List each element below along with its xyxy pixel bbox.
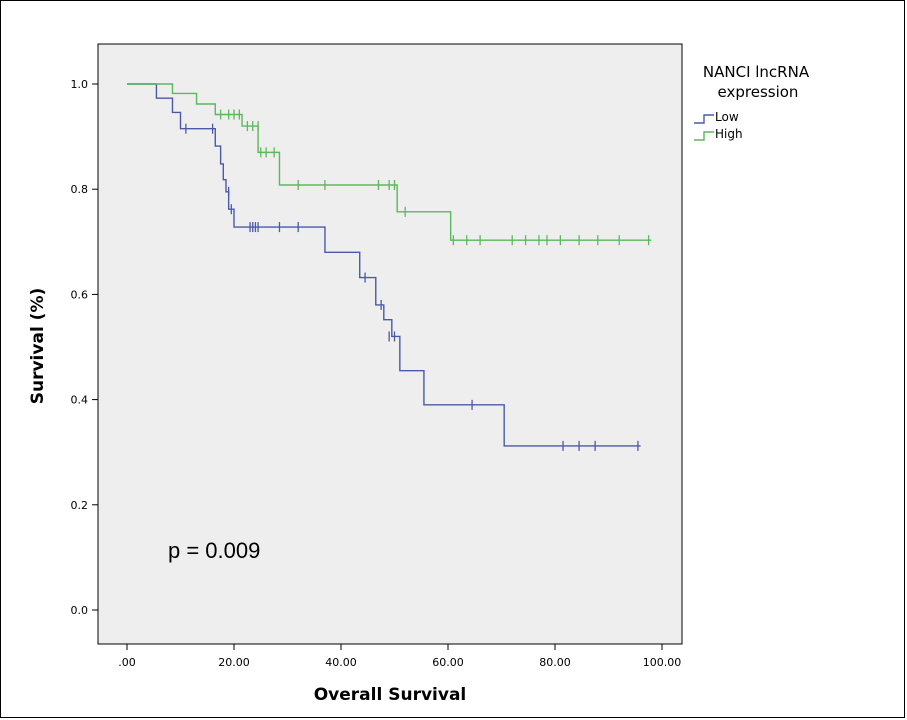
y-tick-label: 0.6 — [71, 288, 89, 301]
y-tick-label: 0.2 — [71, 499, 89, 512]
x-tick-label: 80.00 — [539, 656, 571, 669]
survival-line-high — [127, 83, 652, 241]
x-tick-label: 100.00 — [643, 656, 682, 669]
x-axis: .00 20.00 40.00 60.00 80.00 100.00 — [118, 644, 681, 669]
legend-label: Low — [715, 110, 739, 124]
y-tick-label: 0.0 — [71, 604, 89, 617]
series-low — [127, 83, 641, 451]
legend: NANCI lncRNA expression Low High — [694, 63, 810, 141]
x-tick-label: 60.00 — [432, 656, 464, 669]
p-value-annotation: p = 0.009 — [168, 538, 260, 563]
legend-swatch — [694, 131, 714, 141]
y-axis-title: Survival (%) — [28, 288, 48, 405]
x-tick-label: 40.00 — [325, 656, 357, 669]
x-axis-title: Overall Survival — [314, 685, 467, 705]
y-axis: 0.0 0.2 0.4 0.6 0.8 1.0 — [71, 78, 98, 617]
legend-title-line-1: NANCI lncRNA — [703, 63, 810, 81]
legend-swatch — [694, 114, 714, 124]
y-tick-label: 0.4 — [71, 394, 89, 407]
x-tick-label: 20.00 — [218, 656, 250, 669]
x-tick-label: .00 — [118, 656, 136, 669]
y-tick-label: 1.0 — [71, 78, 89, 91]
series-layer — [127, 83, 652, 451]
series-high — [127, 83, 652, 246]
legend-title-line-2: expression — [718, 83, 799, 101]
legend-entries: Low High — [694, 110, 743, 141]
y-tick-label: 0.8 — [71, 183, 89, 196]
legend-label: High — [715, 127, 743, 141]
plot-area — [97, 43, 683, 645]
survival-line-low — [127, 83, 641, 447]
